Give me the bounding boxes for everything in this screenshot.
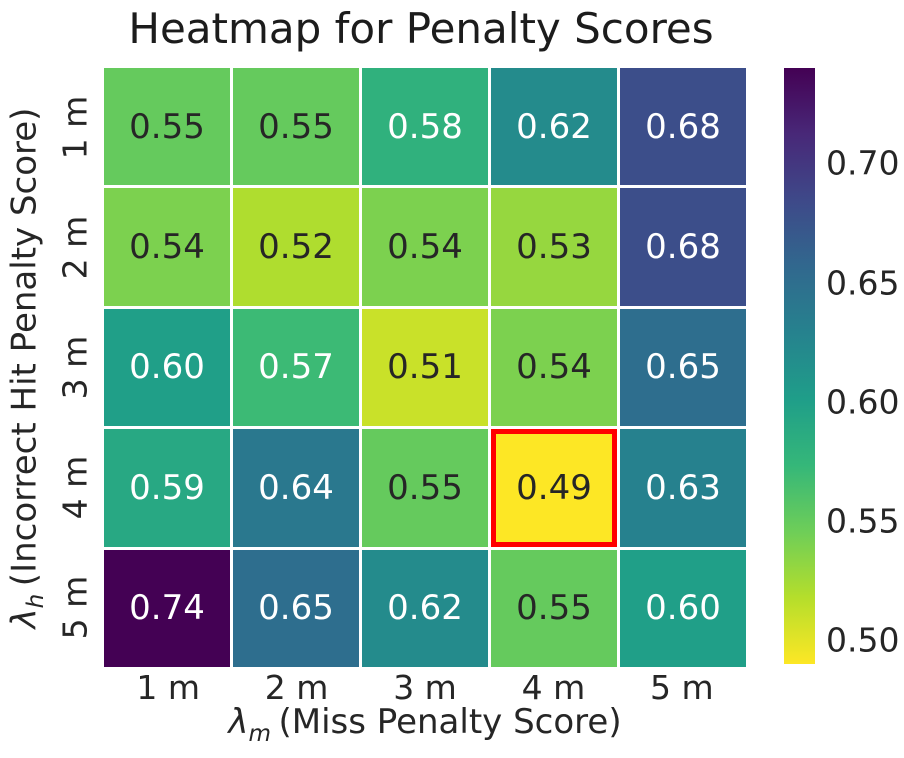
heatmap-cell: 0.68: [620, 188, 746, 306]
heatmap-cell: 0.54: [362, 188, 488, 306]
heatmap-cell: 0.68: [620, 68, 746, 186]
heatmap-cell: 0.62: [491, 68, 617, 186]
y-tick-label: 1 m: [55, 96, 95, 160]
lambda-h-symbol: λ: [4, 607, 45, 628]
y-axis-label-text: λh(Incorrect Hit Penalty Score): [4, 107, 49, 628]
y-tick-label: 3 m: [55, 335, 95, 400]
lambda-m-symbol: λ: [228, 702, 249, 742]
x-axis-label: λm (Miss Penalty Score): [228, 702, 622, 747]
heatmap-cell-highlighted: 0.49: [491, 429, 617, 547]
y-tick: 3 m: [52, 308, 98, 428]
y-tick-label: 2 m: [55, 215, 95, 280]
heatmap-cell: 0.60: [620, 549, 746, 667]
y-tick: 1 m: [52, 68, 98, 188]
x-tick-label: 1 m: [136, 668, 201, 707]
colorbar-ticks: 0.70 0.65 0.60 0.55 0.50: [826, 68, 904, 664]
y-axis-ticks: 1 m 2 m 3 m 4 m 5 m: [52, 68, 98, 667]
heatmap-cell: 0.54: [491, 308, 617, 427]
colorbar-tick-label: 0.65: [826, 263, 900, 303]
heatmap-cell: 0.55: [104, 68, 230, 186]
y-axis-label: λh(Incorrect Hit Penalty Score): [0, 68, 49, 667]
y-tick: 4 m: [52, 427, 98, 547]
colorbar-tick-label: 0.50: [826, 620, 900, 660]
heatmap-cell: 0.74: [104, 549, 230, 667]
heatmap-cell: 0.55: [362, 429, 488, 547]
colorbar-tick-label: 0.70: [826, 143, 900, 183]
y-tick: 2 m: [52, 188, 98, 308]
x-axis-ticks: 1 m 2 m 3 m 4 m 5 m: [104, 668, 746, 707]
x-tick-label: 4 m: [521, 668, 586, 707]
y-tick-label: 4 m: [55, 455, 95, 520]
chart-title: Heatmap for Penalty Scores: [128, 4, 714, 53]
heatmap-cell: 0.52: [233, 188, 359, 306]
heatmap-cell: 0.58: [362, 68, 488, 186]
x-tick-label: 3 m: [393, 668, 457, 707]
heatmap-cell: 0.59: [104, 429, 230, 547]
heatmap-cell: 0.65: [233, 549, 359, 667]
heatmap-cell: 0.57: [233, 308, 359, 427]
heatmap-cell: 0.51: [362, 308, 488, 427]
heatmap-cell: 0.55: [491, 549, 617, 667]
heatmap-cell: 0.55: [233, 68, 359, 186]
y-tick-label: 5 m: [55, 575, 95, 639]
y-tick: 5 m: [52, 547, 98, 667]
colorbar-tick-label: 0.55: [826, 501, 900, 541]
heatmap-cell: 0.64: [233, 429, 359, 547]
x-tick-label: 5 m: [650, 668, 714, 707]
heatmap: 0.55 0.55 0.58 0.62 0.68 0.54 0.52 0.54 0.53 0.68…: [104, 68, 746, 667]
heatmap-cell: 0.60: [104, 308, 230, 427]
heatmap-cell: 0.65: [620, 308, 746, 427]
x-tick-label: 2 m: [264, 668, 329, 707]
heatmap-cell: 0.54: [104, 188, 230, 306]
heatmap-cell: 0.63: [620, 429, 746, 547]
colorbar: [784, 68, 815, 664]
colorbar-tick-label: 0.60: [826, 382, 900, 422]
heatmap-cell: 0.62: [362, 549, 488, 667]
heatmap-cell: 0.53: [491, 188, 617, 306]
